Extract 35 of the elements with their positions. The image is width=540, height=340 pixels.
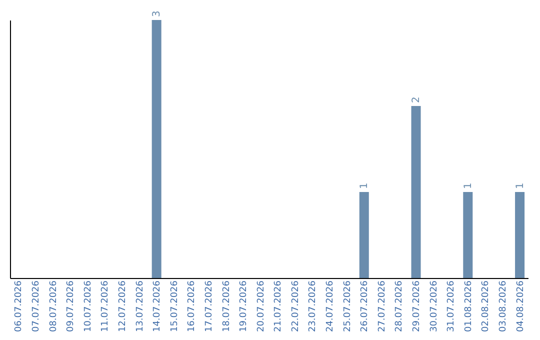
x-tick-label: 15.07.2026 [170,280,180,332]
x-tick-label: 18.07.2026 [222,280,232,332]
x-tick-label: 01.08.2026 [464,280,474,332]
data-label: 1 [359,182,370,189]
x-tick-label: 11.07.2026 [100,280,111,332]
x-tick-label: 04.08.2026 [516,280,526,332]
x-tick-label: 02.08.2026 [481,280,492,332]
x-tick-label: 07.07.2026 [32,280,42,332]
x-tick-label: 16.07.2026 [187,280,198,332]
x-tick-label: 19.07.2026 [239,280,250,332]
x-tick-label: 17.07.2026 [204,280,214,332]
data-label: 2 [411,96,422,103]
x-tick-label: 10.07.2026 [83,280,94,332]
x-tick-label: 26.07.2026 [360,280,370,332]
x-tick-label: 09.07.2026 [66,280,76,332]
x-tick-label: 23.07.2026 [308,280,318,332]
data-label: 3 [152,10,163,17]
x-tick-label: 28.07.2026 [394,280,405,332]
x-tick-label: 03.08.2026 [498,280,508,332]
x-tick-label: 20.07.2026 [256,280,266,332]
data-label: 1 [462,182,474,189]
x-tick-label: 08.07.2026 [48,280,59,332]
x-tick-label: 24.07.2026 [326,280,336,332]
x-tick-label: 31.07.2026 [446,280,457,332]
data-label: 1 [514,182,526,189]
x-tick-label: 21.07.2026 [274,280,284,332]
x-tick-label: 30.07.2026 [429,280,440,332]
x-tick-label: 13.07.2026 [135,280,146,332]
x-tick-label: 25.07.2026 [342,280,353,332]
x-tick-label: 12.07.2026 [118,280,128,332]
x-tick-label: 14.07.2026 [152,280,163,332]
x-tick-label: 06.07.2026 [14,280,24,332]
x-tick-label: 29.07.2026 [412,280,422,332]
x-tick-label: 27.07.2026 [377,280,388,332]
x-tick-label: 22.07.2026 [290,280,301,332]
